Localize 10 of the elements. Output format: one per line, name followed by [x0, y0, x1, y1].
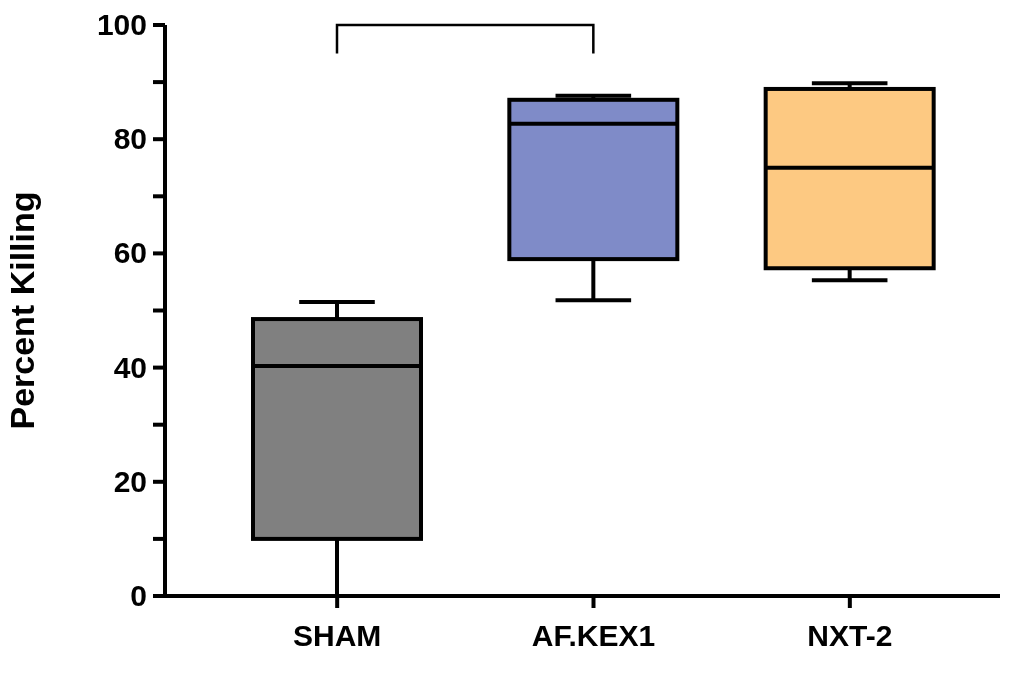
y-tick-label: 40 [113, 350, 147, 384]
x-tick-label: SHAM [292, 619, 382, 652]
y-tick-label: 80 [113, 122, 147, 156]
y-tick-label: 100 [96, 8, 147, 41]
x-tick-label: NXT-2 [807, 619, 893, 652]
x-tick-label: AF.KEX1 [531, 619, 656, 652]
y-tick-label: 20 [113, 464, 147, 498]
y-tick-label: 0 [130, 579, 147, 612]
y-tick-label: 60 [113, 236, 147, 270]
y-axis-title: Percent Killing [3, 191, 42, 430]
